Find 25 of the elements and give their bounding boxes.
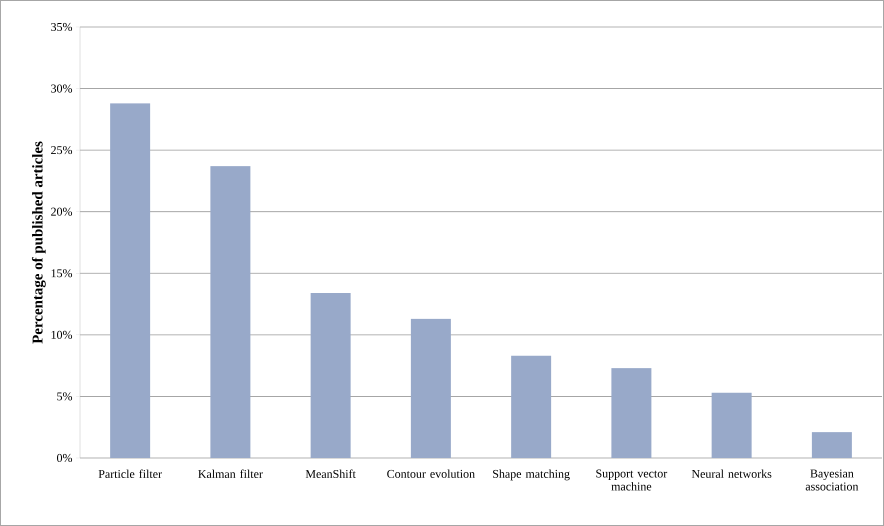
bar <box>310 292 351 458</box>
x-tick-label: Particle filter <box>98 470 162 478</box>
x-tick-label: Shape matching <box>493 470 570 480</box>
y-axis-title: Percentage of published articles <box>32 142 46 344</box>
bar <box>210 166 250 458</box>
y-tick-label: 15% <box>52 269 72 278</box>
y-tick-label: 35% <box>51 22 72 32</box>
bar <box>511 356 552 458</box>
y-tick-label: 20% <box>51 208 72 216</box>
y-tick-label: 5% <box>57 392 72 400</box>
bar <box>712 392 752 458</box>
x-tick-label: Bayesian association <box>806 470 858 490</box>
bar <box>410 318 451 458</box>
bar <box>611 368 652 458</box>
y-tick-label: 0% <box>57 454 72 462</box>
bar <box>110 103 150 458</box>
x-tick-label: MeanShift <box>306 470 356 478</box>
x-tick-label: Kalman filter <box>198 470 263 478</box>
x-tick-label: Neural networks <box>692 470 772 478</box>
x-tick-label: Contour evolution <box>387 470 475 478</box>
y-tick-label: 25% <box>51 146 72 154</box>
y-tick-label: 10% <box>52 330 72 339</box>
bar <box>812 432 852 458</box>
x-tick-label: Support vector machine <box>596 470 668 490</box>
y-tick-label: 30% <box>51 84 72 93</box>
